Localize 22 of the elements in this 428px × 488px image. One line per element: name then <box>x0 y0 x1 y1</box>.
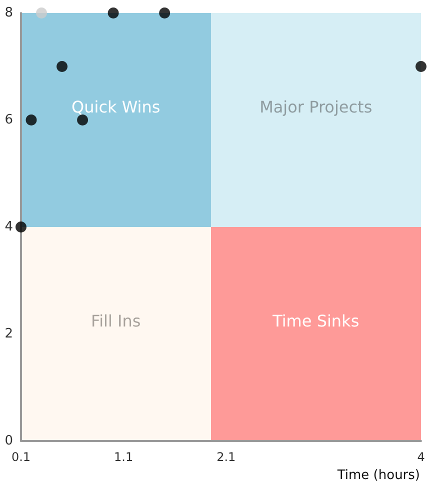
point <box>16 222 26 232</box>
x-axis-title: Time (hours) <box>336 468 420 483</box>
annotation: Fill Ins <box>91 312 141 331</box>
y-tick-label: 0 <box>4 434 13 448</box>
x-tick-label: 2.1 <box>216 450 236 464</box>
annotation: Time Sinks <box>272 312 360 331</box>
annotation: Major Projects <box>260 98 372 117</box>
x-tick-label: 1.1 <box>114 450 134 464</box>
x-tick-label: 4 <box>417 450 425 464</box>
y-tick-label: 2 <box>4 326 13 342</box>
x-tick-label: 0.1 <box>11 450 31 464</box>
point <box>159 8 170 18</box>
point <box>56 61 68 72</box>
point <box>77 114 88 126</box>
y-tick-label: 4 <box>4 220 13 234</box>
y-tick-label: 6 <box>4 112 13 128</box>
point <box>26 114 37 126</box>
point <box>36 8 48 18</box>
point <box>416 61 426 72</box>
point <box>108 8 119 18</box>
y-tick-label: 8 <box>4 6 13 20</box>
annotation: Quick Wins <box>72 98 160 117</box>
